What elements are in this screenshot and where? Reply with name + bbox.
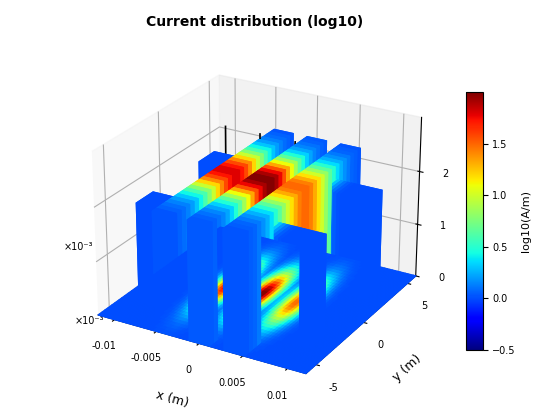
- Title: Current distribution (log10): Current distribution (log10): [146, 15, 363, 29]
- Y-axis label: log10(A/m): log10(A/m): [521, 190, 531, 252]
- X-axis label: x (m): x (m): [155, 388, 190, 410]
- Text: ×10⁻³: ×10⁻³: [64, 242, 94, 252]
- Text: ×10⁻³: ×10⁻³: [75, 316, 104, 326]
- Y-axis label: y (m): y (m): [390, 352, 424, 383]
